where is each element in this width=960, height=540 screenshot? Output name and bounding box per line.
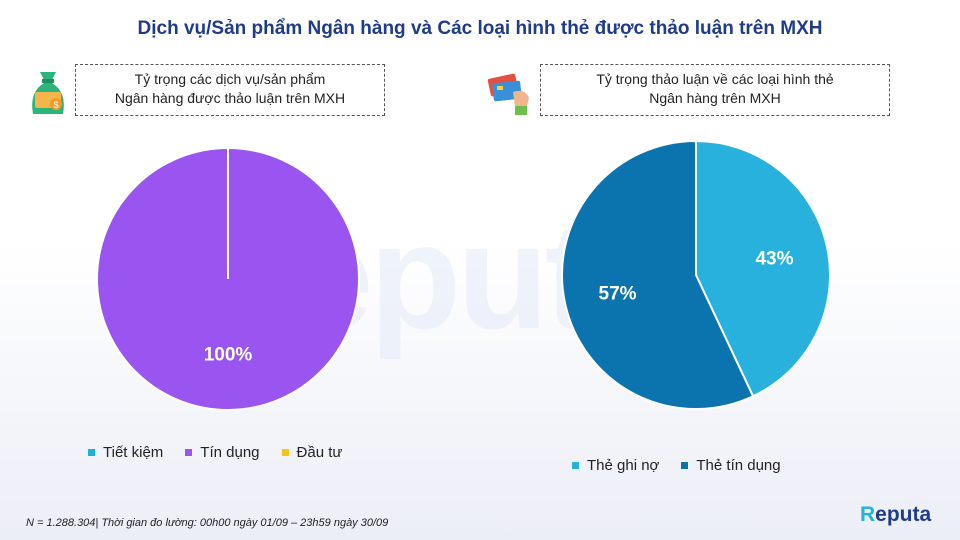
footnote: N = 1.288.304| Thời gian đo lường: 00h00… (26, 517, 389, 529)
right-chart-title-line-2: Ngân hàng trên MXH (649, 90, 781, 106)
money-bag-icon: $ (32, 72, 64, 114)
left-chart-title-line-1: Tỷ trọng các dịch vụ/sản phẩm (134, 71, 326, 87)
brand-logo: Reputa (860, 503, 931, 527)
right-legend: Thẻ ghi nợ Thẻ tín dụng (572, 457, 781, 474)
legend-label-1-0: Thẻ ghi nợ (587, 457, 660, 474)
left-legend: Tiết kiệm Tín dụng Đầu tư (88, 444, 342, 461)
legend-label-0-1: Tín dụng (200, 444, 260, 461)
legend-label-0-0: Tiết kiệm (103, 444, 164, 461)
brand-logo-text: eputa (875, 503, 932, 526)
pie-slice-1-1 (561, 139, 755, 410)
legend-swatch-0-0 (88, 449, 95, 456)
legend-item-0-0: Tiết kiệm (88, 444, 163, 461)
right-chart-title-line-1: Tỷ trọng thảo luận về các loại hình thẻ (596, 71, 834, 87)
legend-swatch-0-1 (185, 449, 193, 456)
data-label-1-1: 57% (599, 284, 637, 305)
legend-swatch-1-0 (572, 462, 579, 469)
data-label-1-0: 43% (755, 248, 793, 269)
credit-card-hand-icon (487, 73, 529, 115)
legend-swatch-0-2 (281, 449, 289, 456)
left-chart-title: Tỷ trọng các dịch vụ/sản phẩm Ngân hàng … (75, 64, 385, 116)
pie-slice-1-0 (695, 139, 831, 398)
data-label-0-1: 100% (204, 345, 253, 366)
legend-item-0-2: Đầu tư (281, 444, 343, 461)
page-title: Dịch vụ/Sản phẩm Ngân hàng và Các loại h… (137, 18, 823, 39)
legend-item-1-0: Thẻ ghi nợ (572, 457, 659, 474)
right-chart-title: Tỷ trọng thảo luận về các loại hình thẻ … (540, 64, 890, 116)
legend-item-1-1: Thẻ tín dụng (681, 457, 781, 474)
svg-text:$: $ (53, 100, 58, 110)
legend-item-0-1: Tín dụng (185, 444, 260, 461)
legend-label-0-2: Đầu tư (296, 444, 343, 461)
left-chart-title-line-2: Ngân hàng được thảo luận trên MXH (114, 90, 346, 106)
legend-label-1-1: Thẻ tín dụng (696, 457, 781, 474)
legend-swatch-1-1 (681, 462, 689, 469)
brand-logo-mark: R (860, 503, 876, 526)
